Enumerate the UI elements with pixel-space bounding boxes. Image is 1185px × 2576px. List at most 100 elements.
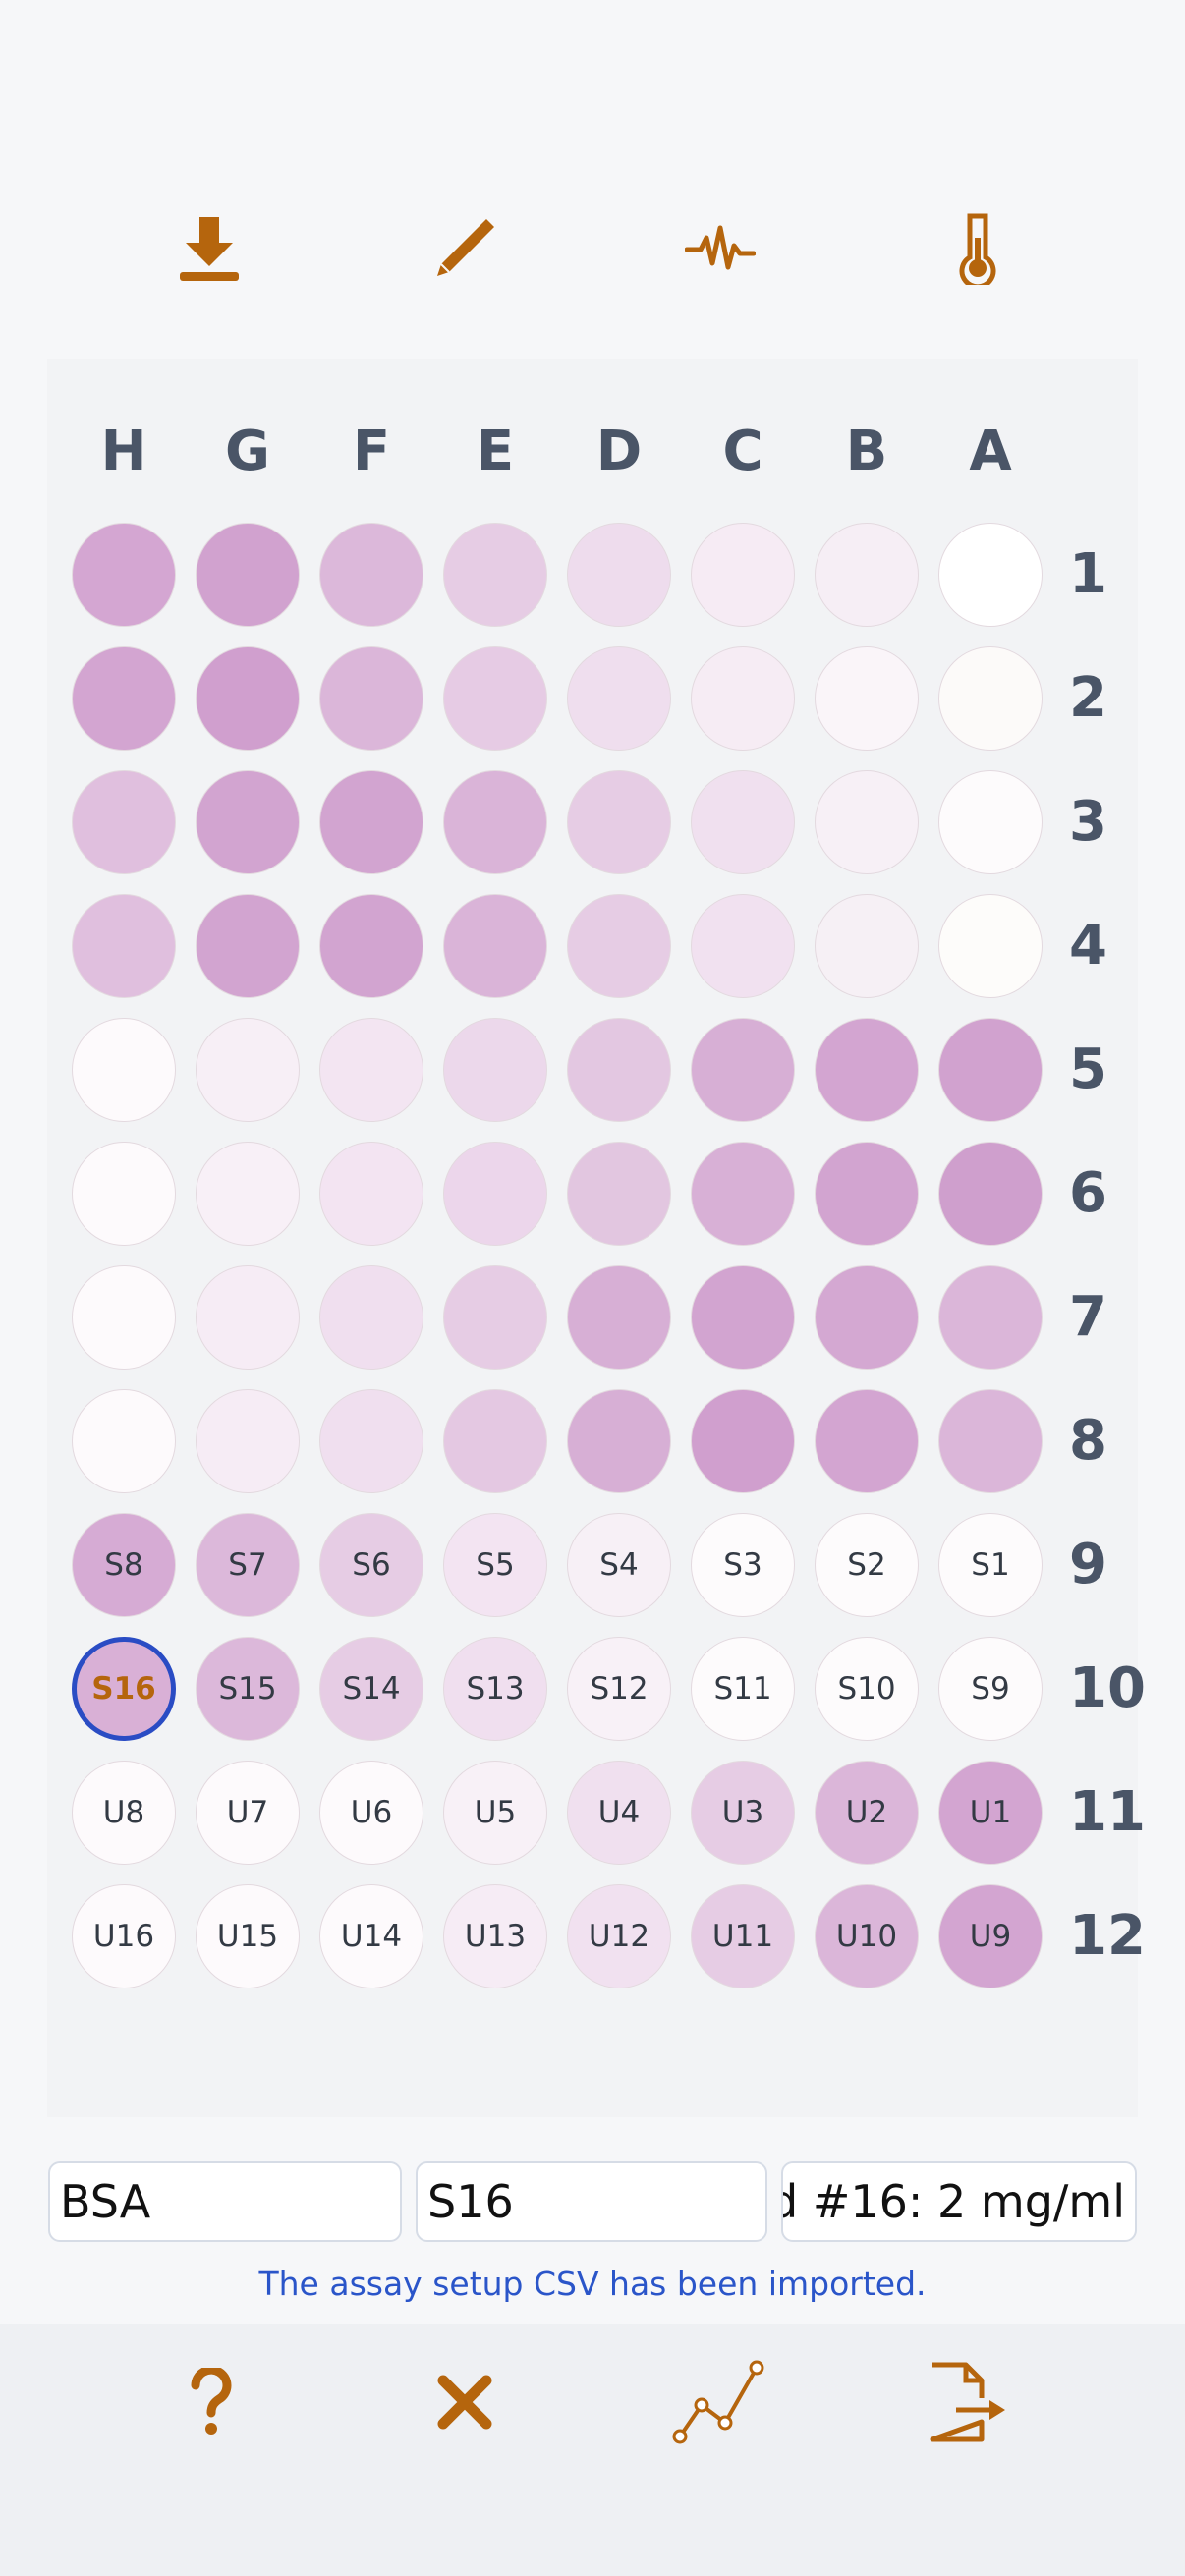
well-f1[interactable] (319, 523, 423, 627)
well-d6[interactable] (567, 1142, 671, 1246)
well-c5[interactable] (691, 1018, 795, 1122)
edit-button[interactable] (406, 190, 524, 308)
well-d9[interactable]: S4 (567, 1513, 671, 1617)
well-e2[interactable] (443, 646, 547, 751)
well-b10[interactable]: S10 (815, 1637, 919, 1741)
well-h12[interactable]: U16 (72, 1884, 176, 1988)
well-f8[interactable] (319, 1389, 423, 1493)
well-e11[interactable]: U5 (443, 1761, 547, 1865)
well-a10[interactable]: S9 (938, 1637, 1043, 1741)
well-e3[interactable] (443, 770, 547, 874)
well-h4[interactable] (72, 894, 176, 998)
well-h8[interactable] (72, 1389, 176, 1493)
well-h2[interactable] (72, 646, 176, 751)
export-button[interactable] (909, 2353, 1027, 2451)
well-d3[interactable] (567, 770, 671, 874)
well-d4[interactable] (567, 894, 671, 998)
well-b6[interactable] (815, 1142, 919, 1246)
well-c3[interactable] (691, 770, 795, 874)
well-c7[interactable] (691, 1265, 795, 1370)
well-d11[interactable]: U4 (567, 1761, 671, 1865)
well-f12[interactable]: U14 (319, 1884, 423, 1988)
well-c1[interactable] (691, 523, 795, 627)
well-c2[interactable] (691, 646, 795, 751)
well-a4[interactable] (938, 894, 1043, 998)
download-button[interactable] (150, 190, 268, 308)
well-e4[interactable] (443, 894, 547, 998)
well-g4[interactable] (196, 894, 300, 998)
well-d1[interactable] (567, 523, 671, 627)
well-b8[interactable] (815, 1389, 919, 1493)
well-h5[interactable] (72, 1018, 176, 1122)
well-g3[interactable] (196, 770, 300, 874)
well-f3[interactable] (319, 770, 423, 874)
well-d2[interactable] (567, 646, 671, 751)
well-b3[interactable] (815, 770, 919, 874)
well-h10[interactable]: S16 (72, 1637, 176, 1741)
well-a11[interactable]: U1 (938, 1761, 1043, 1865)
help-button[interactable] (152, 2353, 270, 2451)
well-g11[interactable]: U7 (196, 1761, 300, 1865)
well-g1[interactable] (196, 523, 300, 627)
well-c4[interactable] (691, 894, 795, 998)
well-a2[interactable] (938, 646, 1043, 751)
well-e5[interactable] (443, 1018, 547, 1122)
well-f5[interactable] (319, 1018, 423, 1122)
well-a6[interactable] (938, 1142, 1043, 1246)
well-e1[interactable] (443, 523, 547, 627)
well-d10[interactable]: S12 (567, 1637, 671, 1741)
description-field[interactable]: Standard #16: 2 mg/ml (781, 2161, 1137, 2242)
well-a12[interactable]: U9 (938, 1884, 1043, 1988)
temperature-button[interactable] (919, 190, 1037, 308)
well-a7[interactable] (938, 1265, 1043, 1370)
well-h9[interactable]: S8 (72, 1513, 176, 1617)
well-b11[interactable]: U2 (815, 1761, 919, 1865)
well-e10[interactable]: S13 (443, 1637, 547, 1741)
pulse-button[interactable] (661, 190, 779, 308)
well-b4[interactable] (815, 894, 919, 998)
well-g7[interactable] (196, 1265, 300, 1370)
well-c9[interactable]: S3 (691, 1513, 795, 1617)
well-id-field[interactable] (416, 2161, 767, 2242)
well-f7[interactable] (319, 1265, 423, 1370)
well-g9[interactable]: S7 (196, 1513, 300, 1617)
well-f2[interactable] (319, 646, 423, 751)
well-a9[interactable]: S1 (938, 1513, 1043, 1617)
protein-field[interactable] (48, 2161, 402, 2242)
well-a5[interactable] (938, 1018, 1043, 1122)
well-a3[interactable] (938, 770, 1043, 874)
well-g5[interactable] (196, 1018, 300, 1122)
well-e8[interactable] (443, 1389, 547, 1493)
well-c8[interactable] (691, 1389, 795, 1493)
well-b7[interactable] (815, 1265, 919, 1370)
well-g6[interactable] (196, 1142, 300, 1246)
well-b2[interactable] (815, 646, 919, 751)
well-g10[interactable]: S15 (196, 1637, 300, 1741)
well-c11[interactable]: U3 (691, 1761, 795, 1865)
well-h11[interactable]: U8 (72, 1761, 176, 1865)
well-h1[interactable] (72, 523, 176, 627)
well-h7[interactable] (72, 1265, 176, 1370)
well-e12[interactable]: U13 (443, 1884, 547, 1988)
well-c12[interactable]: U11 (691, 1884, 795, 1988)
well-g2[interactable] (196, 646, 300, 751)
well-f4[interactable] (319, 894, 423, 998)
close-button[interactable] (406, 2353, 524, 2451)
well-e7[interactable] (443, 1265, 547, 1370)
well-e6[interactable] (443, 1142, 547, 1246)
well-h6[interactable] (72, 1142, 176, 1246)
well-b12[interactable]: U10 (815, 1884, 919, 1988)
well-c10[interactable]: S11 (691, 1637, 795, 1741)
well-d8[interactable] (567, 1389, 671, 1493)
well-b9[interactable]: S2 (815, 1513, 919, 1617)
well-e9[interactable]: S5 (443, 1513, 547, 1617)
well-d12[interactable]: U12 (567, 1884, 671, 1988)
well-d5[interactable] (567, 1018, 671, 1122)
well-c6[interactable] (691, 1142, 795, 1246)
well-b1[interactable] (815, 523, 919, 627)
well-f10[interactable]: S14 (319, 1637, 423, 1741)
well-f9[interactable]: S6 (319, 1513, 423, 1617)
well-g8[interactable] (196, 1389, 300, 1493)
well-f6[interactable] (319, 1142, 423, 1246)
well-b5[interactable] (815, 1018, 919, 1122)
